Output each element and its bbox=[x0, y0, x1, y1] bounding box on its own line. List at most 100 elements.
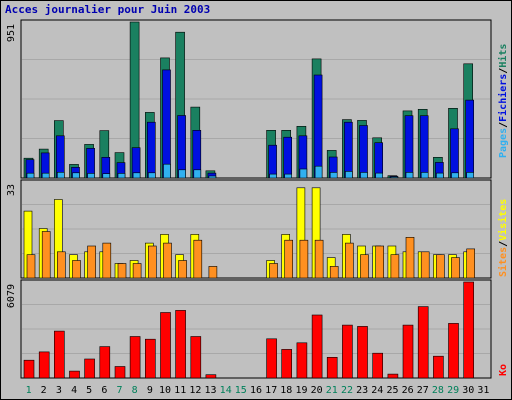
bar-pages-day-29 bbox=[451, 172, 459, 179]
legend-bottom: Ko bbox=[498, 364, 509, 376]
x-label-day-14: 14 bbox=[220, 385, 232, 396]
bar-sites-day-23 bbox=[360, 254, 369, 279]
bar-fichiers-day-30 bbox=[465, 99, 475, 179]
bar-pages-day-21 bbox=[329, 172, 338, 179]
x-label-day-21: 21 bbox=[326, 385, 338, 396]
bar-sites-day-10 bbox=[163, 242, 172, 279]
bar-ko-day-7 bbox=[114, 366, 126, 379]
bar-pages-day-4 bbox=[72, 172, 80, 179]
x-label-day-27: 27 bbox=[417, 385, 429, 396]
y-max-label-hits: 951 bbox=[6, 24, 17, 42]
x-label-day-7: 7 bbox=[116, 385, 122, 396]
x-label-day-18: 18 bbox=[280, 385, 292, 396]
bar-ko-day-27 bbox=[417, 306, 429, 379]
bar-sites-day-24 bbox=[375, 245, 385, 279]
bar-ko-day-18 bbox=[281, 349, 293, 379]
legend-middle: Sites/Visites bbox=[497, 199, 509, 277]
bar-pages-day-12 bbox=[193, 169, 202, 179]
bar-pages-day-8 bbox=[132, 172, 141, 179]
bar-ko-day-23 bbox=[357, 326, 368, 379]
bar-ko-day-9 bbox=[145, 338, 156, 379]
x-label-day-31: 31 bbox=[477, 385, 489, 396]
bar-ko-day-28 bbox=[433, 355, 444, 379]
bar-sites-day-20 bbox=[314, 239, 324, 279]
bar-pages-day-28 bbox=[436, 172, 444, 179]
chart-bars bbox=[23, 21, 476, 379]
bar-sites-day-17 bbox=[269, 263, 278, 279]
bar-pages-day-24 bbox=[375, 172, 384, 179]
bar-ko-day-20 bbox=[311, 314, 323, 379]
bar-fichiers-day-20 bbox=[313, 74, 323, 179]
x-label-day-2: 2 bbox=[41, 385, 47, 396]
bar-fichiers-day-22 bbox=[344, 121, 353, 179]
bar-sites-day-19 bbox=[299, 239, 309, 279]
bar-fichiers-day-24 bbox=[374, 142, 384, 179]
x-label-day-26: 26 bbox=[402, 385, 414, 396]
bar-pages-day-26 bbox=[405, 172, 414, 179]
x-label-day-9: 9 bbox=[147, 385, 153, 396]
x-label-day-17: 17 bbox=[265, 385, 277, 396]
legend-separator: / bbox=[498, 241, 509, 247]
bar-fichiers-day-26 bbox=[404, 115, 414, 179]
bar-ko-day-11 bbox=[175, 310, 186, 379]
bar-fichiers-day-9 bbox=[147, 121, 156, 179]
bar-ko-day-5 bbox=[84, 358, 95, 379]
x-label-day-13: 13 bbox=[204, 385, 216, 396]
bar-ko-day-2 bbox=[38, 351, 50, 379]
bar-sites-day-12 bbox=[193, 239, 203, 279]
x-axis-day-labels: 1 2 3 4 5 6 7 8 9 10 11 12 13 14 15 16 17 18 19 20 21 22 23 24 2… bbox=[26, 385, 490, 396]
bar-sites-day-6 bbox=[102, 242, 112, 279]
y-max-label-visits: 33 bbox=[6, 184, 17, 196]
bar-pages-day-11 bbox=[178, 169, 186, 179]
bar-sites-day-3 bbox=[56, 251, 66, 279]
bar-fichiers-day-27 bbox=[419, 115, 429, 179]
bar-fichiers-day-11 bbox=[177, 115, 186, 179]
legend-item-hits: Hits bbox=[497, 44, 509, 68]
legend-separator: / bbox=[498, 68, 509, 74]
bar-sites-day-7 bbox=[117, 263, 127, 279]
x-label-day-6: 6 bbox=[101, 385, 107, 396]
bar-sites-day-11 bbox=[178, 260, 187, 279]
bar-pages-day-17 bbox=[269, 173, 277, 179]
bar-ko-day-25 bbox=[387, 373, 399, 379]
x-label-day-1: 1 bbox=[26, 385, 32, 396]
bar-pages-day-19 bbox=[299, 168, 308, 179]
bar-pages-day-22 bbox=[345, 171, 353, 179]
x-label-day-8: 8 bbox=[132, 385, 138, 396]
bar-fichiers-day-23 bbox=[359, 125, 368, 179]
legend-top: Pages/Fichiers/Hits bbox=[497, 44, 509, 158]
x-label-day-16: 16 bbox=[250, 385, 262, 396]
bar-sites-day-1 bbox=[26, 254, 36, 279]
bar-ko-day-13 bbox=[205, 374, 217, 379]
x-label-day-30: 30 bbox=[462, 385, 474, 396]
bar-sites-day-30 bbox=[466, 248, 476, 279]
bar-pages-day-20 bbox=[314, 165, 323, 179]
bar-ko-day-17 bbox=[266, 338, 277, 379]
bar-pages-day-30 bbox=[466, 172, 475, 179]
bar-fichiers-day-18 bbox=[283, 136, 293, 179]
bar-fichiers-day-10 bbox=[162, 69, 171, 179]
bar-pages-day-27 bbox=[420, 172, 429, 179]
bar-sites-day-28 bbox=[436, 254, 445, 279]
bar-ko-day-29 bbox=[448, 323, 459, 379]
bar-fichiers-day-3 bbox=[55, 135, 65, 179]
x-label-day-22: 22 bbox=[341, 385, 353, 396]
bar-pages-day-1 bbox=[26, 172, 35, 179]
bar-sites-day-21 bbox=[329, 266, 339, 279]
chart-title: Acces journalier pour Juin 2003 bbox=[5, 3, 211, 16]
bar-pages-day-9 bbox=[148, 172, 156, 179]
bar-ko-day-24 bbox=[372, 352, 384, 379]
bar-sites-day-18 bbox=[284, 239, 294, 279]
bar-pages-day-13 bbox=[208, 175, 217, 179]
bar-sites-day-5 bbox=[87, 245, 96, 279]
bar-sites-day-25 bbox=[390, 254, 400, 279]
bar-sites-day-2 bbox=[41, 231, 51, 279]
bar-ko-day-1 bbox=[23, 359, 35, 379]
bar-ko-day-26 bbox=[402, 324, 414, 379]
bar-pages-day-18 bbox=[284, 173, 293, 179]
x-label-day-5: 5 bbox=[86, 385, 92, 396]
bar-pages-day-2 bbox=[41, 172, 50, 179]
x-label-day-29: 29 bbox=[447, 385, 459, 396]
bar-ko-day-6 bbox=[99, 346, 111, 379]
